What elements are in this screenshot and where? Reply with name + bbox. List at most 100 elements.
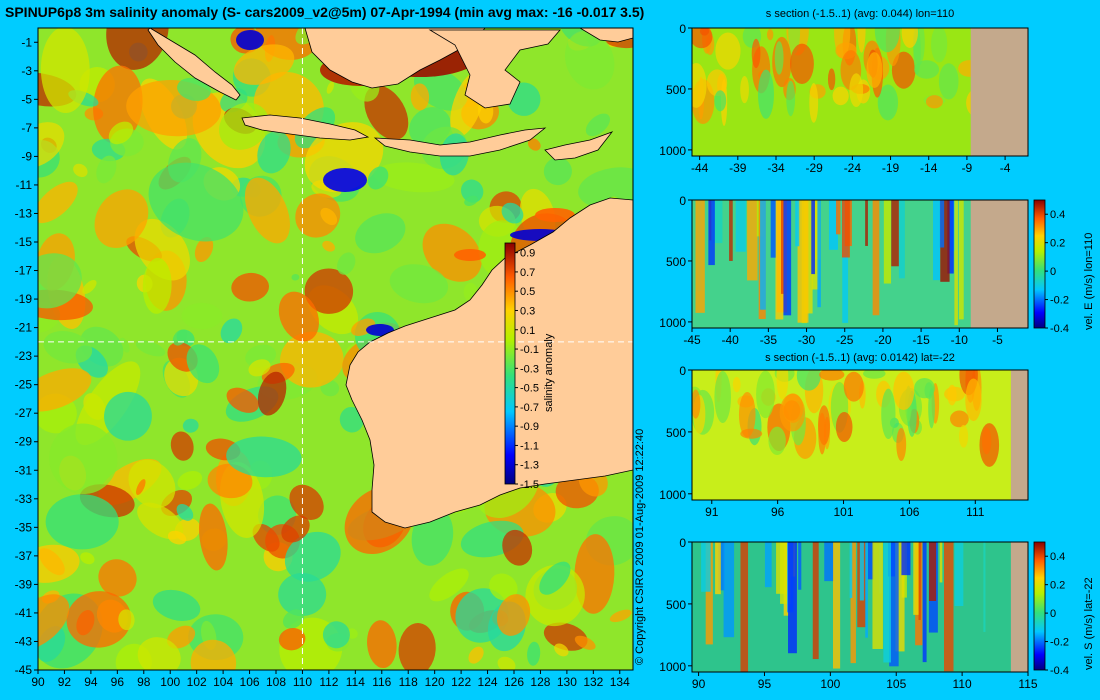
map-x-tick-label: 118 [399,675,418,689]
salinity-colorbar-tick-label: -0.3 [520,363,539,375]
velocity-streak [944,542,954,672]
velocity-streak [836,200,841,235]
section-x-tick-label: -44 [691,161,709,175]
anomaly-patch [364,85,409,140]
velocity-streak [842,200,849,323]
salinity-blob [786,80,796,117]
anomaly-patch [320,207,338,226]
anomaly-patch [186,344,220,384]
section-x-tick-label: 91 [705,505,719,519]
anomaly-patch [578,167,633,209]
anomaly-patch [135,340,166,357]
anomaly-patch [257,371,287,416]
map-y-tick-label: -25 [15,378,33,392]
salinity-blob [714,370,731,423]
anomaly-patch [248,359,271,377]
salinity-blob [896,427,907,462]
salinity-blob [925,95,943,109]
velocity-streak [850,542,856,664]
anomaly-patch [80,552,95,565]
salinity-blob [901,28,918,48]
salinity-colorbar-tick-label: -1.3 [520,460,539,472]
section-x-tick-label: 110 [953,677,972,691]
anomaly-patch [38,253,82,309]
section-x-tick-label: 96 [771,505,785,519]
velocity-streak [760,200,766,310]
velocity-streak [811,200,819,290]
velocity-streak [849,542,853,599]
salinity-blob [819,370,845,381]
section-x-tick-label: 111 [966,505,985,519]
coastal-anomaly [323,168,367,192]
anomaly-patch [398,623,436,670]
salinity-blob [835,411,853,443]
map-y-tick-label: -35 [15,520,33,534]
section-x-tick-label: 106 [899,505,919,519]
section-x-tick-label: -35 [760,333,778,347]
salinity-colorbar-tick-label: -1.1 [520,440,539,452]
salinity-blob [692,389,701,419]
velocity-streak [764,542,772,588]
velocity-streak [867,542,874,580]
velocity-streak [918,542,921,621]
salinity-blob [768,426,786,456]
vel-e-colorbar [1033,199,1046,329]
map-y-tick-label: -9 [21,149,32,163]
anomaly-patch [45,494,119,550]
anomaly-patch [322,240,336,252]
map-x-tick-label: 120 [425,675,445,689]
section-y-tick-label: 1000 [659,316,686,330]
velocity-streak [883,200,892,284]
salinity-blob [818,412,826,455]
section-4-axes: 90 95 100 105 110 115 0 500 1000 [659,536,1038,691]
salinity-blob [692,62,707,108]
velocity-streak [958,200,964,320]
section-3-land [1010,370,1028,500]
section-y-tick-label: 0 [679,194,686,208]
velocity-streak [723,542,735,638]
salinity-colorbar-tick-label: -0.1 [520,344,539,356]
anomaly-patch [291,273,300,281]
section-x-tick-label: -14 [920,161,938,175]
anomaly-patch [322,621,350,649]
sumatra-land [147,28,241,101]
velocity-streak [824,542,835,582]
section-x-tick-label: 115 [1018,677,1037,691]
anomaly-patch [152,589,201,621]
map-y-tick-label: -23 [15,349,33,363]
salinity-blob [740,75,749,104]
copyright-text: © Copyright CSIRO 2009 01-Aug-2009 12:22… [634,429,646,665]
section-3-title: s section (-1.5..1) (avg: 0.0142) lat=-2… [765,352,955,364]
velocity-streak [770,200,776,258]
coastal-anomaly [535,208,575,222]
velocity-streak [891,200,899,267]
map-x-tick-label: 104 [213,675,233,689]
map-x-tick-label: 102 [187,675,207,689]
anomaly-patch [128,459,176,509]
section-y-tick-label: 500 [666,83,686,97]
salinity-blob [776,370,789,400]
anomaly-patch [190,639,237,670]
velocity-streak [783,200,792,316]
vel-e-colorbar-label: vel. E (m/s) lon=110 [1083,233,1095,330]
velocity-streak [865,200,868,246]
velocity-streak [939,542,943,583]
section-4-land [1010,542,1028,672]
section-x-tick-label: -24 [844,161,862,175]
vel-colorbar-tick-label: -0.2 [1050,295,1069,307]
velocity-streak [798,542,802,590]
section-x-tick-label: -20 [874,333,892,347]
anomaly-patch [609,609,632,623]
map-x-tick-label: 128 [530,675,550,689]
map-y-tick-label: -29 [15,435,33,449]
section-y-tick-label: 500 [666,598,686,612]
section-x-tick-label: 95 [758,677,772,691]
anomaly-patch [326,81,335,94]
velocity-streak [718,542,725,591]
vel-colorbar-tick-label: -0.2 [1050,637,1069,649]
salinity-blob [857,28,866,53]
section-2-frame [691,199,1029,329]
section-panel-4: 90 95 100 105 110 115 0 500 1000 0.4 0.2 0 -0.2 -0.4… [659,536,1095,691]
vel-colorbar-tick-label: 0.4 [1050,209,1065,221]
velocity-streak [715,542,721,595]
